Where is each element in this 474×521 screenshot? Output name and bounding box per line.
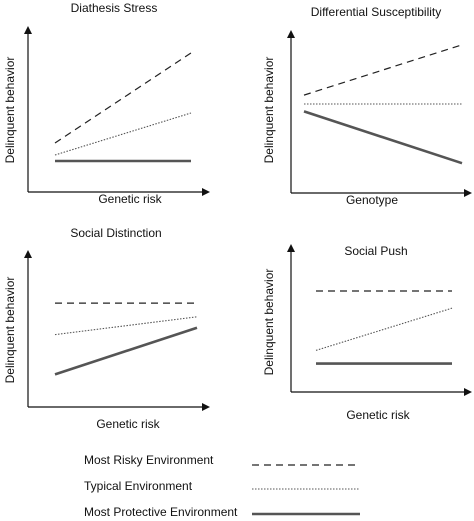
panel-title: Social Push <box>344 244 407 258</box>
line-risky <box>54 52 192 144</box>
y-axis-label: Delinquent behavior <box>3 57 17 164</box>
line-typical <box>315 307 453 351</box>
plot-area <box>315 290 453 365</box>
x-axis-label: Genetic risk <box>98 192 162 206</box>
panel-title: Diathesis Stress <box>71 1 158 15</box>
line-typical <box>54 316 198 336</box>
plot-area <box>54 302 198 376</box>
panel-social-push: Social Push Delinquent behavior Genetic … <box>262 244 472 422</box>
x-axis-label: Genetic risk <box>96 417 160 431</box>
panel-social-distinction: Social Distinction Delinquent behavior G… <box>3 226 210 431</box>
x-axis-label: Genetic risk <box>346 408 410 422</box>
panel-title: Social Distinction <box>70 226 161 240</box>
line-risky <box>303 44 463 96</box>
line-protective <box>303 110 463 165</box>
panel-title: Differential Susceptibility <box>311 5 442 19</box>
line-typical <box>54 112 192 156</box>
line-protective <box>54 326 198 376</box>
x-axis-label: Genotype <box>346 193 398 207</box>
plot-area <box>303 44 463 165</box>
y-axis-label: Delinquent behavior <box>262 269 276 376</box>
y-axis-label: Delinquent behavior <box>262 57 276 164</box>
y-axis-label: Delinquent behavior <box>3 277 17 384</box>
legend-label-typical: Typical Environment <box>84 479 193 493</box>
legend-label-risky: Most Risky Environment <box>84 453 214 467</box>
legend-label-protective: Most Protective Environment <box>84 505 238 519</box>
legend: Most Risky Environment Typical Environme… <box>84 453 360 519</box>
panel-diathesis-stress: Diathesis Stress Delinquent behavior Gen… <box>3 1 210 206</box>
panel-differential-susceptibility: Differential Susceptibility Delinquent b… <box>262 5 472 207</box>
plot-area <box>54 52 192 163</box>
